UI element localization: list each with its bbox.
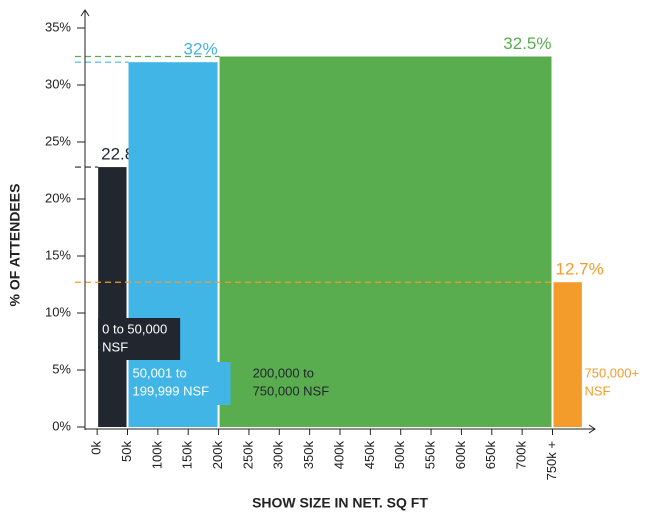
y-axis-arrow bbox=[80, 9, 90, 17]
x-tick-label: 200k bbox=[210, 441, 225, 470]
y-tick-label: 30% bbox=[45, 76, 71, 91]
x-tick-label: 600k bbox=[453, 441, 468, 470]
x-tick-label: 0k bbox=[89, 441, 104, 455]
bar bbox=[98, 167, 127, 427]
y-tick-label: 10% bbox=[45, 304, 71, 319]
x-tick-label: 450k bbox=[362, 441, 377, 470]
bar bbox=[219, 56, 552, 427]
bar bbox=[553, 282, 582, 427]
value-label: 32.5% bbox=[503, 34, 551, 53]
y-tick-label: 5% bbox=[52, 361, 71, 376]
y-tick-label: 15% bbox=[45, 247, 71, 262]
x-tick-label: 700k bbox=[514, 441, 529, 470]
category-label: NSF bbox=[585, 383, 611, 398]
category-label: 200,000 to bbox=[253, 365, 314, 380]
x-tick-label: 300k bbox=[271, 441, 286, 470]
x-tick-label: 150k bbox=[180, 441, 195, 470]
x-axis-title: SHOW SIZE IN NET. SQ FT bbox=[252, 495, 428, 511]
x-tick-label: 50k bbox=[119, 441, 134, 462]
category-label-box bbox=[98, 318, 181, 360]
y-tick-label: 35% bbox=[45, 19, 71, 34]
category-label: 0 to 50,000 bbox=[102, 321, 167, 336]
x-tick-label: 100k bbox=[149, 441, 164, 470]
x-tick-label: 250k bbox=[240, 441, 255, 470]
y-tick-label: 0% bbox=[52, 418, 71, 433]
category-label: NSF bbox=[102, 339, 128, 354]
y-axis-title: % OF ATTENDEES bbox=[7, 184, 23, 307]
category-label: 750,000 NSF bbox=[253, 383, 330, 398]
category-label: 199,999 NSF bbox=[133, 383, 210, 398]
x-tick-label: 750k + bbox=[544, 441, 559, 480]
value-label: 32% bbox=[184, 40, 218, 59]
y-tick-label: 25% bbox=[45, 133, 71, 148]
category-label: 50,001 to bbox=[133, 365, 187, 380]
value-label: 12.7% bbox=[556, 260, 604, 279]
x-tick-label: 400k bbox=[331, 441, 346, 470]
x-axis-arrow bbox=[588, 424, 596, 434]
x-tick-label: 650k bbox=[483, 441, 498, 470]
x-tick-label: 550k bbox=[423, 441, 438, 470]
category-label-box bbox=[128, 362, 231, 405]
x-tick-label: 350k bbox=[301, 441, 316, 470]
category-label: 750,000+ bbox=[585, 365, 640, 380]
x-tick-label: 500k bbox=[392, 441, 407, 470]
y-tick-label: 20% bbox=[45, 190, 71, 205]
